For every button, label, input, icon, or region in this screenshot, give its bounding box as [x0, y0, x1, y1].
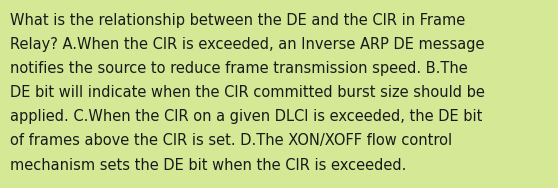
Text: applied. C.When the CIR on a given DLCI is exceeded, the DE bit: applied. C.When the CIR on a given DLCI …: [10, 109, 483, 124]
Text: DE bit will indicate when the CIR committed burst size should be: DE bit will indicate when the CIR commit…: [10, 85, 485, 100]
Text: of frames above the CIR is set. D.The XON/XOFF flow control: of frames above the CIR is set. D.The XO…: [10, 133, 452, 149]
Text: notifies the source to reduce frame transmission speed. B.The: notifies the source to reduce frame tran…: [10, 61, 468, 76]
Text: mechanism sets the DE bit when the CIR is exceeded.: mechanism sets the DE bit when the CIR i…: [10, 158, 406, 173]
Text: What is the relationship between the DE and the CIR in Frame: What is the relationship between the DE …: [10, 13, 465, 28]
Text: Relay? A.When the CIR is exceeded, an Inverse ARP DE message: Relay? A.When the CIR is exceeded, an In…: [10, 37, 484, 52]
